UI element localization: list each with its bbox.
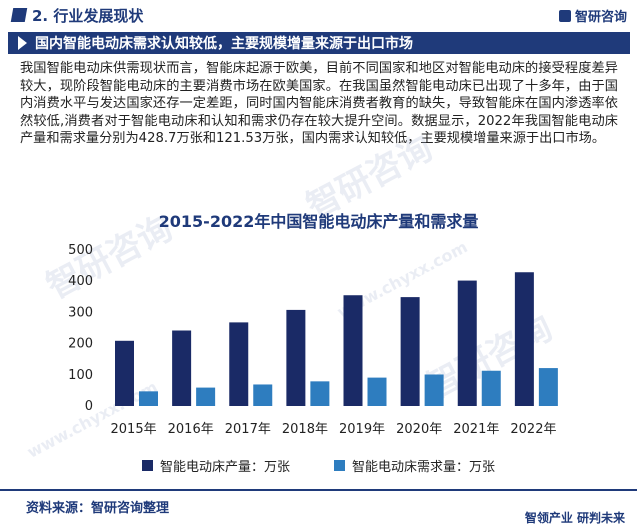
bar-production (514, 272, 534, 406)
y-tick-label: 300 (68, 305, 93, 320)
x-tick-label: 2018年 (282, 422, 328, 437)
bar-demand (367, 377, 387, 406)
y-tick-label: 100 (68, 368, 93, 383)
bar-demand (310, 381, 330, 406)
brand-icon (558, 9, 571, 22)
bar-production (286, 309, 306, 406)
x-tick-label: 2015年 (111, 422, 157, 437)
source-note: 资料来源：智研咨询整理 (26, 501, 170, 516)
y-tick-label: 500 (68, 243, 93, 258)
bar-production (457, 280, 477, 406)
x-tick-label: 2022年 (510, 422, 556, 437)
legend-swatch-demand (334, 460, 345, 471)
footer-slogan: 智领产业 研判未来 (524, 511, 625, 525)
bar-demand (538, 368, 558, 406)
bar-production (343, 295, 363, 406)
legend-item-demand: 智能电动床需求量：万张 (334, 456, 495, 475)
bar-production (400, 297, 420, 406)
bar-production (172, 330, 192, 406)
x-tick-label: 2016年 (168, 422, 214, 437)
chart-legend: 智能电动床产量：万张 智能电动床需求量：万张 (0, 456, 637, 475)
chart-title: 2015-2022年中国智能电动床产量和需求量 (158, 212, 479, 231)
bar-production (115, 340, 134, 406)
banner-title: 国内智能电动床需求认知较低，主要规模增量来源于出口市场 (35, 36, 413, 52)
arrow-right-icon (18, 36, 27, 50)
y-tick-label: 0 (85, 399, 93, 414)
bar-demand (481, 370, 501, 406)
bar-demand (196, 387, 216, 406)
x-tick-label: 2020年 (396, 422, 442, 437)
y-tick-label: 200 (68, 337, 93, 352)
x-tick-label: 2017年 (225, 422, 271, 437)
bar-production (229, 322, 249, 406)
legend-label-demand: 智能电动床需求量：万张 (352, 460, 496, 475)
brand-name: 智研咨询 (574, 10, 627, 25)
title-banner: 国内智能电动床需求认知较低，主要规模增量来源于出口市场 (8, 32, 630, 54)
body-paragraph: 我国智能电动床供需现状而言，智能床起源于欧美，目前不同国家和地区对智能电动床的接… (20, 61, 618, 147)
legend-swatch-production (141, 460, 153, 471)
bar-demand (424, 374, 444, 406)
bar-demand (253, 384, 273, 406)
section-title: 2. 行业发展现状 (32, 6, 144, 25)
y-tick-label: 400 (68, 274, 93, 289)
bar-demand (139, 391, 158, 406)
x-tick-label: 2021年 (453, 422, 499, 437)
legend-label-production: 智能电动床产量：万张 (159, 460, 290, 475)
x-tick-label: 2019年 (339, 422, 385, 437)
top-bar: 2. 行业发展现状 (0, 0, 637, 30)
footer-divider (0, 489, 637, 491)
legend-item-production: 智能电动床产量：万张 (141, 456, 290, 475)
brand-logo: 智研咨询 (558, 6, 627, 25)
